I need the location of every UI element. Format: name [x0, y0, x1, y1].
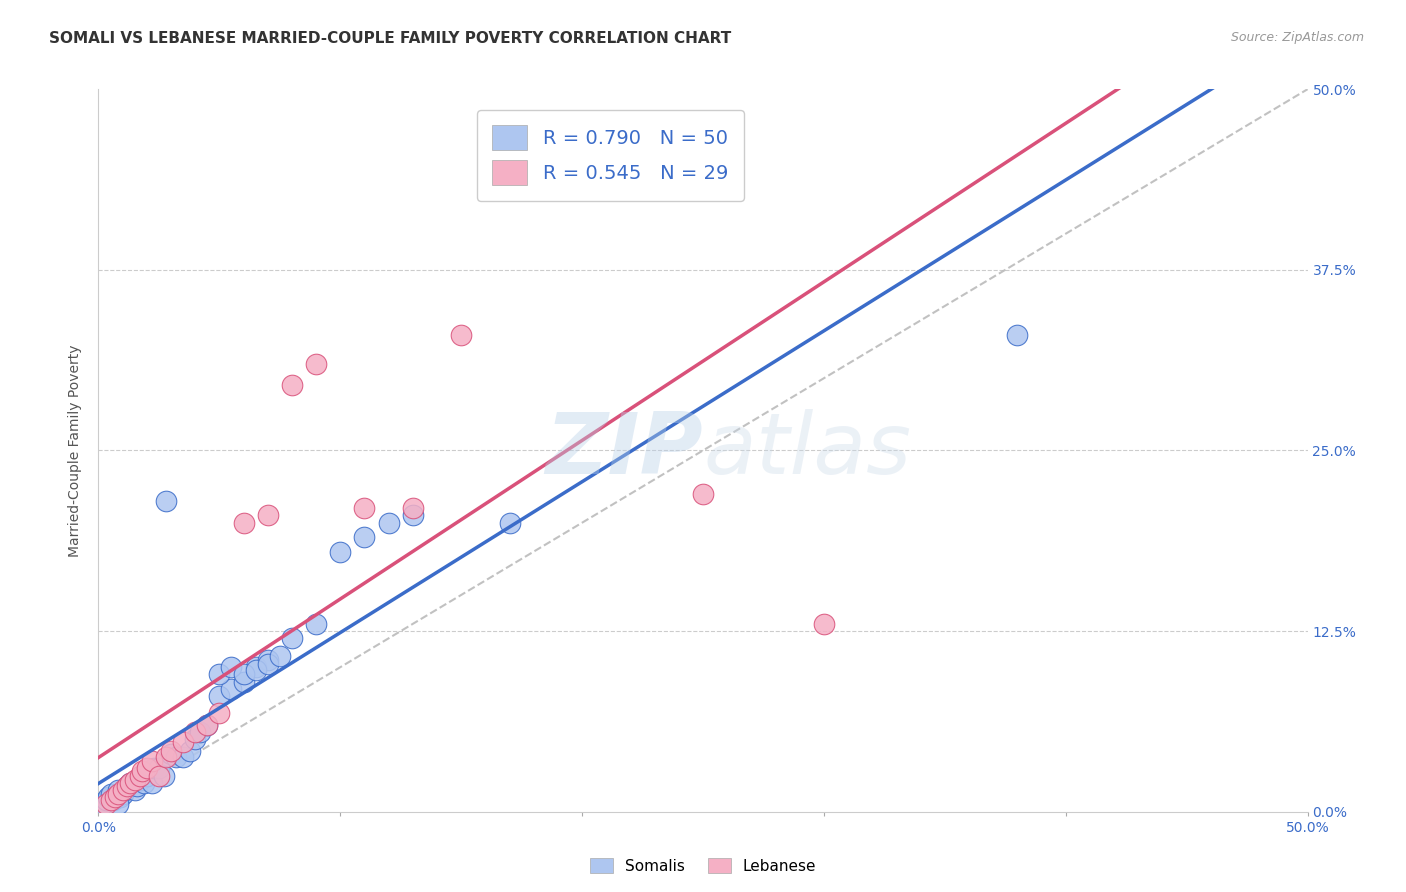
- Point: [305, 616, 328, 631]
- Point: [128, 772, 150, 787]
- Point: [256, 508, 278, 523]
- Point: [377, 516, 399, 530]
- Point: [141, 776, 163, 790]
- Point: [245, 660, 267, 674]
- Text: SOMALI VS LEBANESE MARRIED-COUPLE FAMILY POVERTY CORRELATION CHART: SOMALI VS LEBANESE MARRIED-COUPLE FAMILY…: [49, 31, 731, 46]
- Point: [91, 797, 114, 812]
- Point: [353, 501, 375, 516]
- Point: [813, 616, 835, 631]
- Point: [135, 761, 157, 775]
- Point: [114, 783, 136, 797]
- Point: [281, 378, 304, 392]
- Point: [232, 674, 254, 689]
- Point: [107, 788, 129, 802]
- Point: [104, 790, 127, 805]
- Point: [208, 689, 231, 703]
- Legend: R = 0.790   N = 50, R = 0.545   N = 29: R = 0.790 N = 50, R = 0.545 N = 29: [477, 110, 744, 201]
- Legend: Somalis, Lebanese: Somalis, Lebanese: [583, 852, 823, 880]
- Point: [97, 790, 120, 805]
- Point: [107, 783, 129, 797]
- Point: [160, 744, 183, 758]
- Point: [256, 657, 278, 672]
- Point: [172, 749, 194, 764]
- Point: [107, 797, 129, 812]
- Point: [184, 725, 207, 739]
- Point: [124, 772, 146, 787]
- Point: [124, 783, 146, 797]
- Point: [245, 663, 267, 677]
- Point: [148, 769, 170, 783]
- Point: [141, 754, 163, 768]
- Point: [108, 790, 131, 805]
- Point: [221, 660, 243, 674]
- Point: [100, 793, 122, 807]
- Point: [195, 718, 218, 732]
- Point: [221, 681, 243, 696]
- Point: [232, 516, 254, 530]
- Point: [117, 779, 139, 793]
- Point: [329, 544, 352, 558]
- Point: [208, 667, 231, 681]
- Point: [148, 761, 170, 775]
- Point: [131, 769, 153, 783]
- Point: [402, 508, 425, 523]
- Y-axis label: Married-Couple Family Poverty: Married-Couple Family Poverty: [69, 344, 83, 557]
- Point: [127, 779, 149, 793]
- Point: [100, 788, 122, 802]
- Point: [269, 648, 291, 663]
- Point: [94, 793, 117, 807]
- Point: [152, 769, 174, 783]
- Point: [94, 797, 117, 812]
- Point: [305, 357, 328, 371]
- Point: [128, 769, 150, 783]
- Point: [101, 793, 124, 807]
- Point: [165, 749, 187, 764]
- Point: [135, 769, 157, 783]
- Point: [256, 653, 278, 667]
- Text: Source: ZipAtlas.com: Source: ZipAtlas.com: [1230, 31, 1364, 45]
- Point: [179, 744, 201, 758]
- Text: atlas: atlas: [703, 409, 911, 492]
- Point: [353, 530, 375, 544]
- Text: ZIP: ZIP: [546, 409, 703, 492]
- Point: [450, 327, 472, 342]
- Point: [208, 706, 231, 721]
- Point: [232, 667, 254, 681]
- Point: [111, 788, 134, 802]
- Point: [188, 725, 211, 739]
- Point: [172, 735, 194, 749]
- Point: [155, 749, 177, 764]
- Point: [1007, 327, 1029, 342]
- Point: [118, 776, 141, 790]
- Point: [160, 747, 183, 761]
- Point: [402, 501, 425, 516]
- Point: [131, 764, 153, 779]
- Point: [195, 718, 218, 732]
- Point: [281, 632, 304, 646]
- Point: [118, 776, 141, 790]
- Point: [117, 779, 139, 793]
- Point: [184, 732, 207, 747]
- Point: [498, 516, 520, 530]
- Point: [111, 783, 134, 797]
- Point: [134, 776, 156, 790]
- Point: [104, 790, 127, 805]
- Point: [571, 176, 593, 190]
- Point: [692, 487, 714, 501]
- Point: [143, 761, 166, 775]
- Point: [155, 494, 177, 508]
